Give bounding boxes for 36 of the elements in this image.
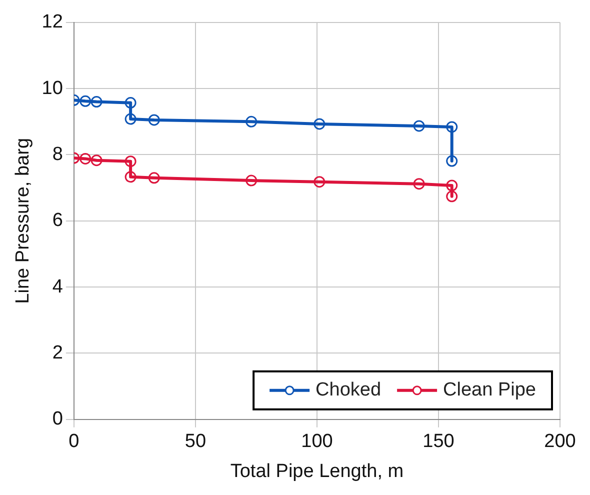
point [124,171,136,183]
y-tick-label: 2 [52,342,63,364]
point [246,116,258,128]
point [446,155,458,167]
point [148,172,160,184]
point [246,174,258,186]
point [90,96,102,108]
point [80,152,92,164]
point [90,154,102,166]
point [124,156,136,168]
point [413,178,425,190]
x-tick-label: 100 [301,431,333,452]
y-tick-label: 10 [42,78,63,99]
y-tick-label: 6 [52,210,63,232]
point [446,180,458,192]
point [446,190,458,202]
point [446,121,458,133]
x-tick-label: 50 [184,431,206,452]
point [124,113,136,125]
legend-label: Clean Pipe [443,380,536,401]
y-axis-title: Line Pressure, barg [12,138,34,304]
y-tick-label: 12 [42,12,63,33]
x-tick-label: 200 [544,431,576,452]
y-tick-label: 0 [52,408,63,430]
x-tick-label: 0 [68,431,80,452]
point [413,120,425,132]
x-axis-title: Total Pipe Length, m [230,460,404,482]
point [314,118,326,130]
point [80,95,92,107]
point [124,97,136,109]
y-tick-label: 4 [52,276,64,298]
point [314,176,326,188]
x-tick-label: 150 [422,431,454,452]
y-tick-label: 8 [52,144,63,165]
point [148,114,160,126]
legend-label: Choked [316,380,382,401]
